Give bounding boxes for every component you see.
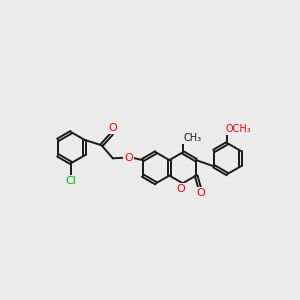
Text: O: O xyxy=(196,188,205,198)
Text: CH₃: CH₃ xyxy=(183,133,201,143)
Text: O: O xyxy=(124,153,133,163)
Text: O: O xyxy=(108,123,117,133)
Text: Cl: Cl xyxy=(66,176,76,186)
Text: OCH₃: OCH₃ xyxy=(226,124,251,134)
Text: O: O xyxy=(177,184,186,194)
